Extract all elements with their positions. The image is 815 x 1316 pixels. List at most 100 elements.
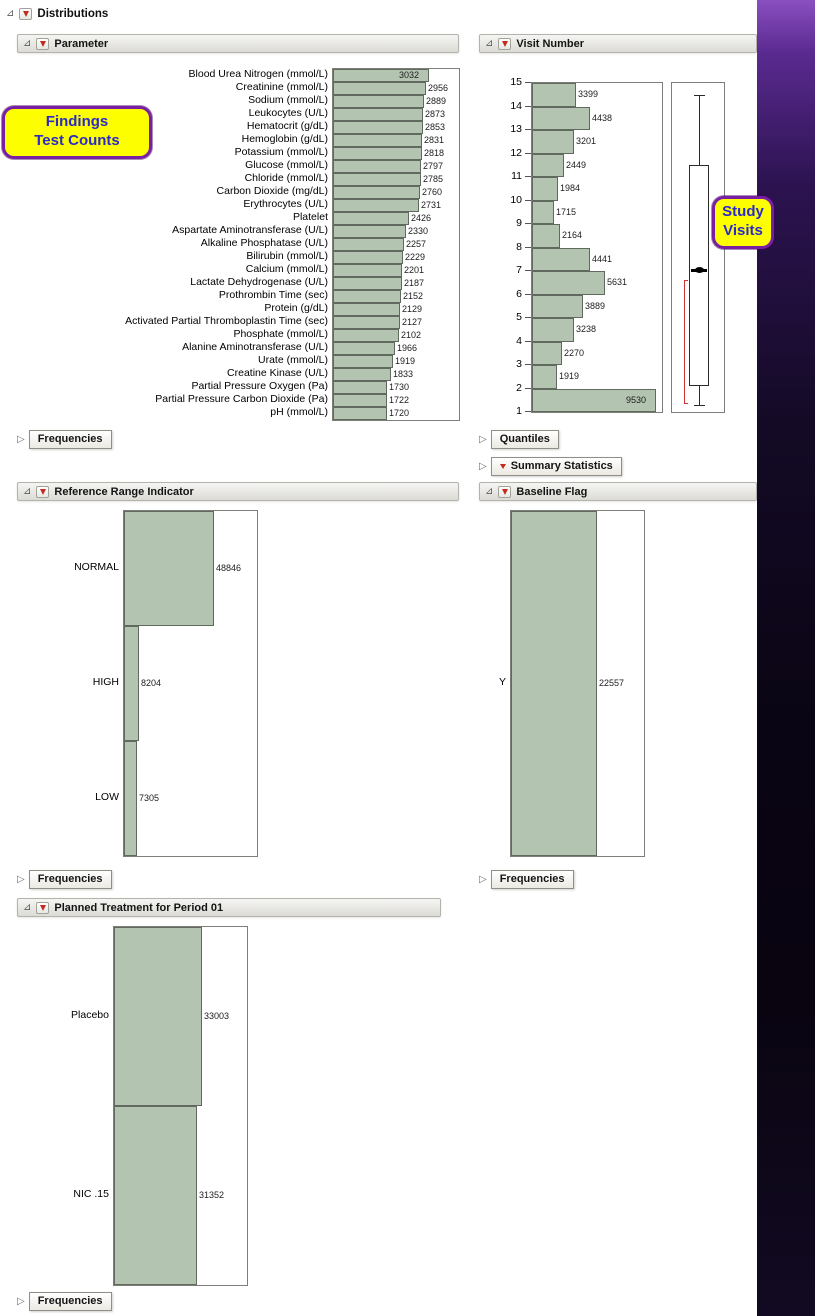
histogram-bar[interactable] bbox=[124, 626, 139, 741]
parameter-histogram: Blood Urea Nitrogen (mmol/L) Creatinine (… bbox=[40, 68, 460, 421]
histogram-bar[interactable] bbox=[333, 147, 422, 160]
visit-number-plot-frame[interactable]: 3399 4438 3201 2449 1984 1715 2164 4441 5631 3889… bbox=[531, 82, 663, 413]
histogram-bar[interactable] bbox=[333, 238, 404, 251]
histogram-bar[interactable] bbox=[532, 365, 557, 389]
planned-treatment-histogram: Placebo NIC .15 33003 31352 bbox=[50, 926, 248, 1286]
histogram-bar[interactable] bbox=[333, 290, 401, 303]
collapse-open-icon[interactable]: ⊿ bbox=[485, 485, 494, 497]
axis-tick-mark bbox=[525, 246, 531, 248]
histogram-bar[interactable] bbox=[124, 511, 214, 626]
histogram-bar[interactable] bbox=[333, 186, 420, 199]
red-triangle-menu-icon[interactable] bbox=[499, 463, 506, 469]
category-label: Glucose (mmol/L) bbox=[245, 159, 328, 171]
disclosure-closed-icon[interactable]: ▷ bbox=[479, 461, 487, 472]
shortest-half-bracket bbox=[684, 280, 685, 403]
parameter-plot-frame[interactable]: 3032 2956 2889 2873 2853 2831 2818 2797 2785 2760… bbox=[332, 68, 460, 421]
histogram-bar[interactable] bbox=[114, 927, 202, 1106]
frequencies-button[interactable]: Frequencies bbox=[28, 1292, 112, 1311]
frequencies-button[interactable]: Frequencies bbox=[28, 430, 112, 449]
disclosure-closed-icon[interactable]: ▷ bbox=[17, 874, 25, 885]
reference-range-frequencies-outline: ▷ Frequencies bbox=[17, 870, 112, 889]
reference-range-plot-frame[interactable]: 48846 8204 7305 bbox=[123, 510, 258, 857]
histogram-bar[interactable] bbox=[333, 173, 421, 186]
histogram-bar[interactable] bbox=[333, 251, 403, 264]
collapse-open-icon[interactable]: ⊿ bbox=[23, 37, 32, 49]
histogram-bar[interactable] bbox=[333, 121, 423, 134]
histogram-bar[interactable] bbox=[333, 212, 409, 225]
histogram-bar[interactable] bbox=[333, 316, 400, 329]
frequencies-button[interactable]: Frequencies bbox=[490, 870, 574, 889]
histogram-bar[interactable] bbox=[532, 224, 560, 248]
disclosure-closed-icon[interactable]: ▷ bbox=[479, 434, 487, 445]
histogram-bar[interactable] bbox=[333, 82, 426, 95]
collapse-open-icon[interactable]: ⊿ bbox=[23, 901, 32, 913]
histogram-bar[interactable] bbox=[333, 303, 400, 316]
frequencies-button[interactable]: Frequencies bbox=[28, 870, 112, 889]
panel-title: Visit Number bbox=[516, 37, 585, 50]
histogram-bar[interactable] bbox=[532, 318, 574, 342]
histogram-bar[interactable] bbox=[333, 329, 399, 342]
histogram-bar[interactable] bbox=[333, 342, 395, 355]
red-triangle-menu-icon[interactable] bbox=[498, 485, 512, 498]
red-triangle-menu-icon[interactable] bbox=[498, 37, 512, 50]
collapse-open-icon[interactable]: ⊿ bbox=[23, 485, 32, 497]
histogram-bar[interactable] bbox=[532, 177, 558, 201]
planned-treatment-panel-header: ⊿ Planned Treatment for Period 01 bbox=[17, 898, 441, 917]
whisker-upper bbox=[699, 95, 700, 165]
histogram-bar[interactable] bbox=[333, 394, 387, 407]
histogram-bar[interactable] bbox=[333, 199, 419, 212]
bar-count-label: 3201 bbox=[576, 136, 597, 146]
histogram-bar[interactable] bbox=[532, 388, 656, 412]
histogram-bar[interactable] bbox=[532, 153, 564, 177]
summary-statistics-button[interactable]: Summary Statistics bbox=[490, 457, 622, 476]
histogram-bar[interactable] bbox=[532, 106, 590, 130]
red-triangle-menu-icon[interactable] bbox=[36, 485, 50, 498]
histogram-bar[interactable] bbox=[532, 247, 590, 271]
visit-number-outlier-boxplot[interactable] bbox=[671, 82, 725, 413]
red-triangle-menu-icon[interactable] bbox=[19, 8, 33, 20]
histogram-bar[interactable] bbox=[333, 160, 421, 173]
histogram-bar[interactable] bbox=[532, 341, 562, 365]
histogram-bar[interactable] bbox=[333, 381, 387, 394]
red-triangle-menu-icon[interactable] bbox=[36, 901, 50, 914]
histogram-bar[interactable] bbox=[532, 294, 583, 318]
category-label: Creatinine (mmol/L) bbox=[235, 81, 328, 93]
histogram-bar[interactable] bbox=[333, 264, 402, 277]
bar-count-label: 1722 bbox=[389, 395, 410, 405]
findings-test-counts-annotation: Findings Test Counts bbox=[2, 106, 152, 159]
histogram-bar[interactable] bbox=[532, 83, 576, 107]
histogram-bar[interactable] bbox=[532, 130, 574, 154]
histogram-bar[interactable] bbox=[333, 277, 402, 290]
histogram-bar[interactable] bbox=[511, 511, 597, 856]
collapse-open-icon[interactable]: ⊿ bbox=[485, 37, 494, 49]
category-label: Hematocrit (g/dL) bbox=[246, 120, 328, 132]
collapse-open-icon[interactable]: ⊿ bbox=[6, 8, 15, 19]
histogram-bar[interactable] bbox=[333, 69, 429, 82]
bar-count-label: 2330 bbox=[408, 226, 429, 236]
disclosure-closed-icon[interactable]: ▷ bbox=[17, 1296, 25, 1307]
histogram-bar[interactable] bbox=[333, 407, 387, 420]
disclosure-closed-icon[interactable]: ▷ bbox=[17, 434, 25, 445]
histogram-bar[interactable] bbox=[333, 225, 406, 238]
histogram-bar[interactable] bbox=[333, 368, 391, 381]
histogram-bar[interactable] bbox=[532, 271, 605, 295]
report-title: Distributions bbox=[37, 8, 109, 20]
disclosure-closed-icon[interactable]: ▷ bbox=[479, 874, 487, 885]
bar-count-label: 2731 bbox=[421, 200, 442, 210]
baseline-flag-plot-frame[interactable]: 22557 bbox=[510, 510, 645, 857]
histogram-bar[interactable] bbox=[114, 1106, 197, 1285]
histogram-bar[interactable] bbox=[532, 200, 554, 224]
histogram-bar[interactable] bbox=[333, 355, 393, 368]
axis-tick-label: 3 bbox=[516, 358, 522, 370]
quantiles-button[interactable]: Quantiles bbox=[490, 430, 559, 449]
red-triangle-glyph bbox=[39, 40, 46, 47]
red-triangle-menu-icon[interactable] bbox=[36, 37, 50, 50]
category-label: NORMAL bbox=[74, 561, 119, 573]
distributions-outline-header: ⊿ Distributions bbox=[6, 5, 108, 23]
histogram-bar[interactable] bbox=[124, 741, 137, 856]
category-label: Carbon Dioxide (mg/dL) bbox=[216, 185, 328, 197]
histogram-bar[interactable] bbox=[333, 95, 424, 108]
histogram-bar[interactable] bbox=[333, 108, 423, 121]
histogram-bar[interactable] bbox=[333, 134, 422, 147]
planned-treatment-plot-frame[interactable]: 33003 31352 bbox=[113, 926, 248, 1286]
